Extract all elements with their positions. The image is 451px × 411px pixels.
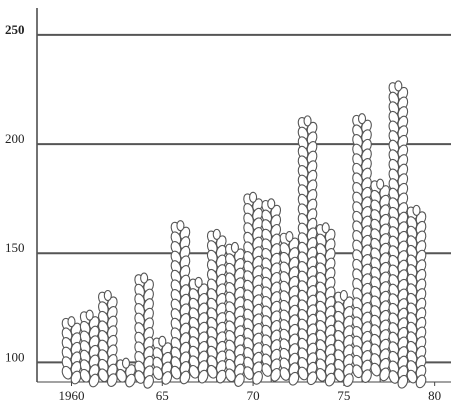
wheat-stalk [206, 229, 228, 384]
wheat-stalk [315, 223, 337, 387]
grain-tip [268, 199, 275, 209]
wheat-stalk [133, 273, 155, 389]
y-tick-label: 200 [5, 131, 25, 146]
wheat-stalk [151, 336, 173, 385]
grain-tip [340, 291, 347, 301]
grain-tip [195, 277, 202, 287]
grain-tip [213, 229, 220, 239]
grain-tip [104, 291, 111, 301]
grain-tip [286, 232, 293, 242]
wheat-stalk [169, 221, 191, 385]
wheat-stalk [406, 205, 428, 389]
grain-tip [68, 317, 75, 327]
grain-tip [359, 114, 366, 124]
wheat-stalk [242, 192, 264, 385]
wheat-stalk [351, 114, 373, 384]
x-tick-label: 70 [247, 388, 260, 403]
grain-tip [250, 192, 257, 202]
grain-tip [231, 242, 238, 252]
chart: 100 150 200 250 1960 65 70 75 80 [0, 0, 451, 411]
grain-tip [177, 221, 184, 231]
grain-tip [395, 81, 402, 91]
y-tick-label: 100 [5, 349, 25, 364]
wheat-stalk [79, 310, 101, 388]
wheat-stalk [333, 291, 355, 388]
wheat-stalk [260, 199, 282, 383]
wheat-stalk [297, 116, 319, 386]
grain-tip [86, 310, 93, 320]
x-tick-label: 1960 [59, 388, 85, 403]
grain-tip [413, 205, 420, 215]
wheat-stalk [188, 277, 210, 384]
grain-tip [141, 273, 148, 283]
grain-tip [322, 223, 329, 233]
x-tick-label: 75 [337, 388, 350, 403]
grain-tip [159, 336, 166, 346]
y-tick-label: 250 [5, 22, 25, 37]
wheat-stalk [224, 242, 246, 387]
grain-tip [122, 358, 129, 368]
grain-tip [304, 116, 311, 126]
wheat-stalk [97, 291, 119, 388]
wheat-stalk [369, 179, 391, 382]
x-tick-label: 65 [156, 388, 169, 403]
x-tick-label: 80 [428, 388, 441, 403]
wheat-stalk [278, 232, 300, 387]
y-tick-label: 150 [5, 240, 25, 255]
grain-tip [377, 179, 384, 189]
wheat-stalk [61, 317, 83, 385]
wheat-stalk [387, 81, 409, 389]
